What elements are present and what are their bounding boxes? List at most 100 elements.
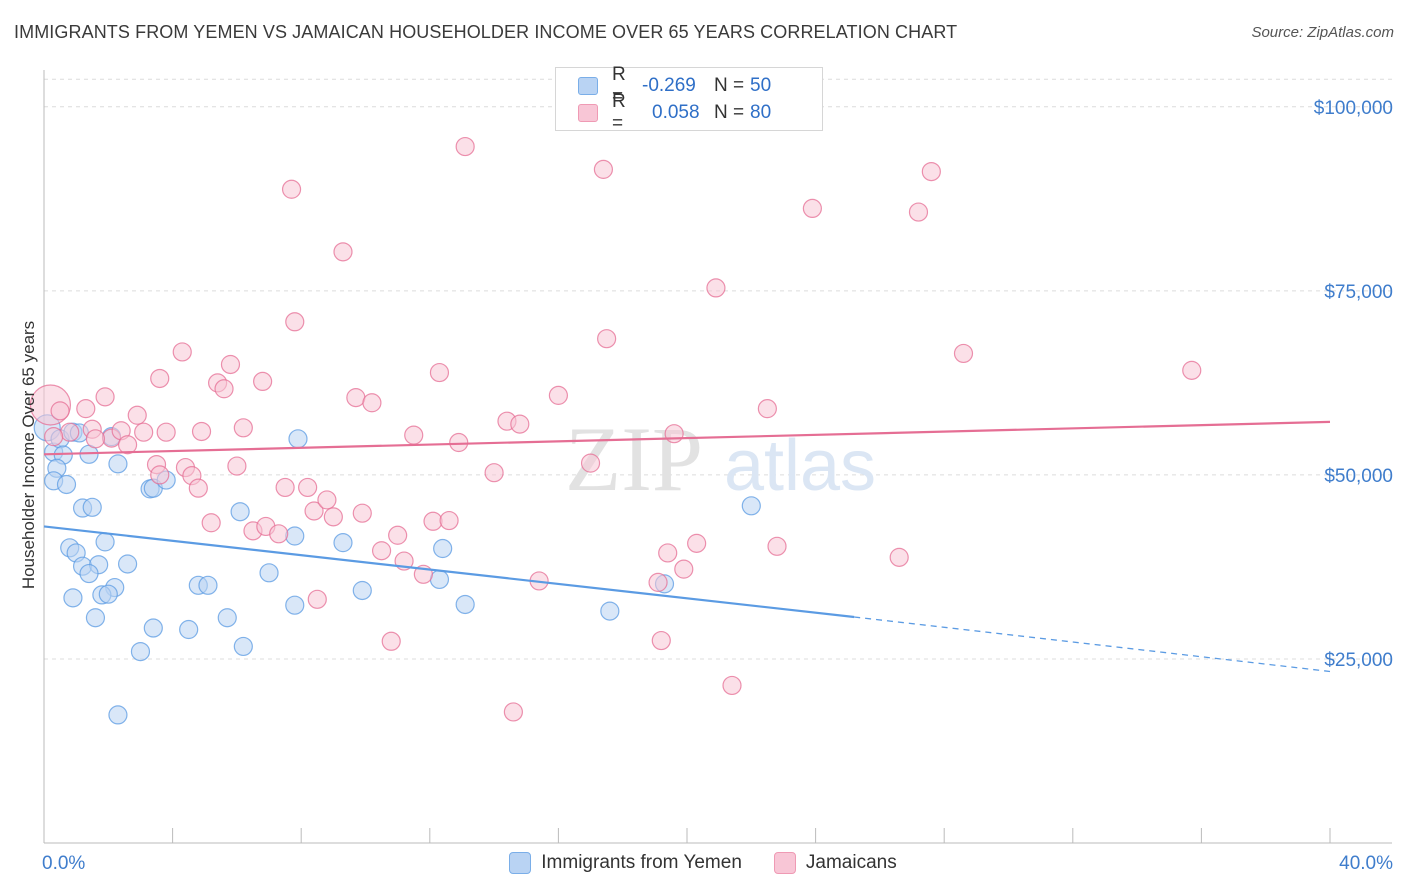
data-point [953,343,974,364]
data-point [85,608,106,628]
data-point [95,532,115,552]
axes [43,70,1392,844]
y-tick-label: $25,000 [1324,650,1393,671]
data-point [429,569,450,590]
data-point [706,278,726,298]
x-tick-label: 40.0% [1339,853,1393,874]
data-point [143,618,163,638]
legend-n-value: 50 [750,75,772,96]
legend-r-value: -0.269 [642,75,696,96]
data-point [259,563,279,583]
data-point [281,179,302,199]
data-point [352,580,372,601]
data-point [82,497,102,517]
source-label: Source: ZipAtlas.com [1251,24,1394,41]
trend-line-yemen-extension [854,616,1331,673]
y-tick-label: $100,000 [1314,98,1393,119]
data-point [191,421,212,442]
data-point [388,525,408,545]
data-point [188,478,208,498]
data-point [217,608,237,628]
data-point [381,631,401,651]
data-point [455,136,475,157]
series-jamaicans-points [29,136,1202,722]
data-point [304,501,324,521]
data-point [346,388,366,408]
y-tick-label: $50,000 [1324,466,1393,487]
data-point [741,496,761,516]
data-point [230,502,250,522]
trend-line-jamaicans [43,420,1331,456]
data-point [1182,360,1202,380]
data-point [687,533,707,553]
data-point [429,362,450,383]
data-point [134,422,154,442]
tick-labels: $25,000 $50,000 $75,000 $100,000 0.0% 40.0% [42,98,1393,874]
data-point [198,575,218,595]
legend-item-yemen: Immigrants from Yemen [509,852,742,874]
data-point [227,456,247,476]
data-point [648,572,668,592]
data-point [117,554,138,574]
trend-lines [43,420,1331,673]
data-point [722,675,742,696]
data-point [333,242,353,262]
data-point [362,393,382,413]
data-point [580,453,601,473]
chart-title: IMMIGRANTS FROM YEMEN VS JAMAICAN HOUSEH… [14,22,958,42]
data-point [323,507,343,527]
data-point [220,354,241,375]
data-point [275,477,295,498]
data-point [56,474,77,495]
legend-item-jamaicans: Jamaicans [773,852,897,874]
data-point [288,429,308,449]
data-point [117,435,138,455]
data-point [371,541,392,561]
data-point [44,427,64,447]
data-point [214,379,234,399]
legend-r-label: R = [612,64,626,107]
data-point [449,432,469,453]
data-point [664,424,684,444]
data-point [156,422,176,442]
legend-swatch-jamaicans [578,104,598,122]
data-point [404,425,424,445]
data-point [130,641,151,662]
legend-label-yemen: Immigrants from Yemen [541,852,742,873]
legend-row-yemen: R = -0.269 N = 50 [578,64,772,107]
data-point [50,401,70,421]
data-point [150,368,170,389]
data-point [307,589,327,609]
data-point [150,465,170,485]
watermark: ZIP atlas [565,408,876,510]
data-point [597,329,617,349]
data-point [908,202,929,222]
data-point [60,422,80,442]
data-point [484,463,504,483]
y-tick-label: $75,000 [1324,282,1393,303]
legend-n-label: N = [714,75,745,96]
data-point [108,454,128,474]
watermark-atlas: atlas [724,426,876,506]
legend-n-value: 80 [750,102,772,123]
data-point [889,547,909,567]
data-point [352,503,372,523]
data-point [298,477,318,498]
data-point [439,510,459,531]
data-point [63,588,83,608]
data-point [201,513,221,533]
legend-swatch-yemen [578,77,598,95]
legend-label-jamaicans: Jamaicans [805,852,897,873]
correlation-legend: R = -0.269 N = 50 R = 0.058 N = 80 [555,64,823,134]
data-point [433,538,453,559]
data-point [285,595,305,615]
data-point [76,399,96,419]
data-point [98,584,118,604]
data-point [767,536,787,556]
data-point [658,543,678,563]
data-point [85,429,106,449]
data-point [79,563,99,584]
legend-swatch-yemen [509,852,532,874]
data-point [423,511,443,531]
